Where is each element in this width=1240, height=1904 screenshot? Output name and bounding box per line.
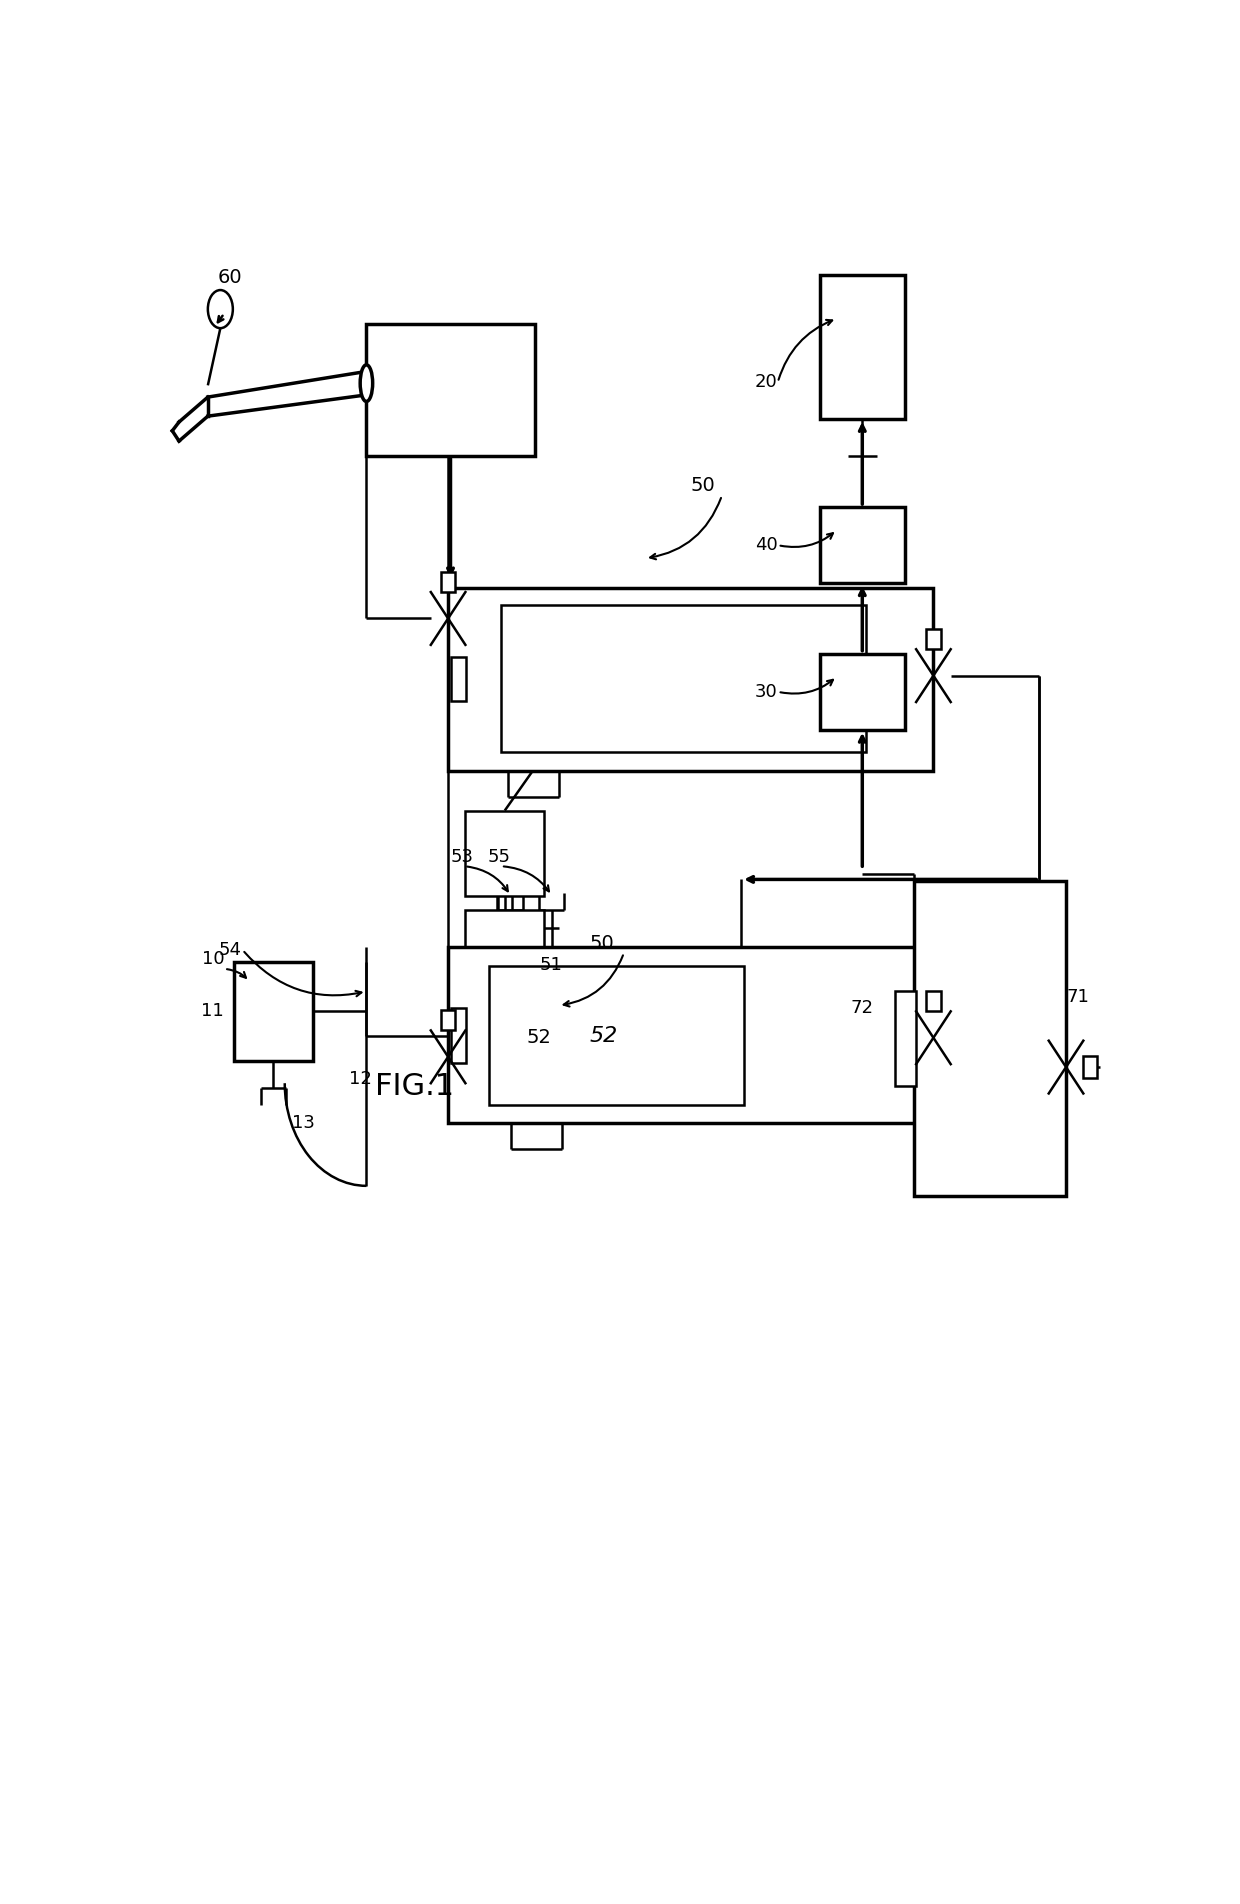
Bar [895,992,916,1085]
Bar [234,962,312,1061]
Bar [1084,1057,1096,1078]
Bar [451,1007,466,1064]
Bar [490,965,744,1104]
Text: 40: 40 [755,537,777,554]
Text: 51: 51 [539,956,562,973]
Text: 52: 52 [590,1026,619,1045]
Text: 53: 53 [451,847,474,866]
Bar [367,324,534,455]
Text: 52: 52 [527,1028,552,1047]
Bar [440,1011,455,1030]
Text: 10: 10 [202,950,224,967]
Ellipse shape [360,366,373,402]
Text: 55: 55 [487,847,511,866]
Text: 50: 50 [589,933,614,952]
Text: 11: 11 [201,1002,224,1021]
Bar [501,605,866,752]
Circle shape [208,289,233,327]
Bar [820,276,904,419]
Bar [926,992,941,1011]
Text: 30: 30 [755,684,777,701]
Bar [448,588,934,771]
Text: 50: 50 [691,476,715,495]
Text: 13: 13 [293,1114,315,1133]
Bar [914,882,1066,1196]
Text: 20: 20 [755,373,777,392]
Bar [926,628,941,649]
Bar [465,811,544,895]
Text: 71: 71 [1066,988,1089,1005]
Text: 60: 60 [217,268,242,288]
Bar [440,571,455,592]
Bar [820,653,904,729]
Bar [451,657,466,701]
Text: 54: 54 [218,941,242,960]
Text: 72: 72 [851,1000,874,1017]
Bar [448,946,934,1123]
Text: 12: 12 [350,1070,372,1087]
Bar [820,506,904,583]
Bar [465,910,544,998]
Text: FIG.1: FIG.1 [374,1072,454,1101]
